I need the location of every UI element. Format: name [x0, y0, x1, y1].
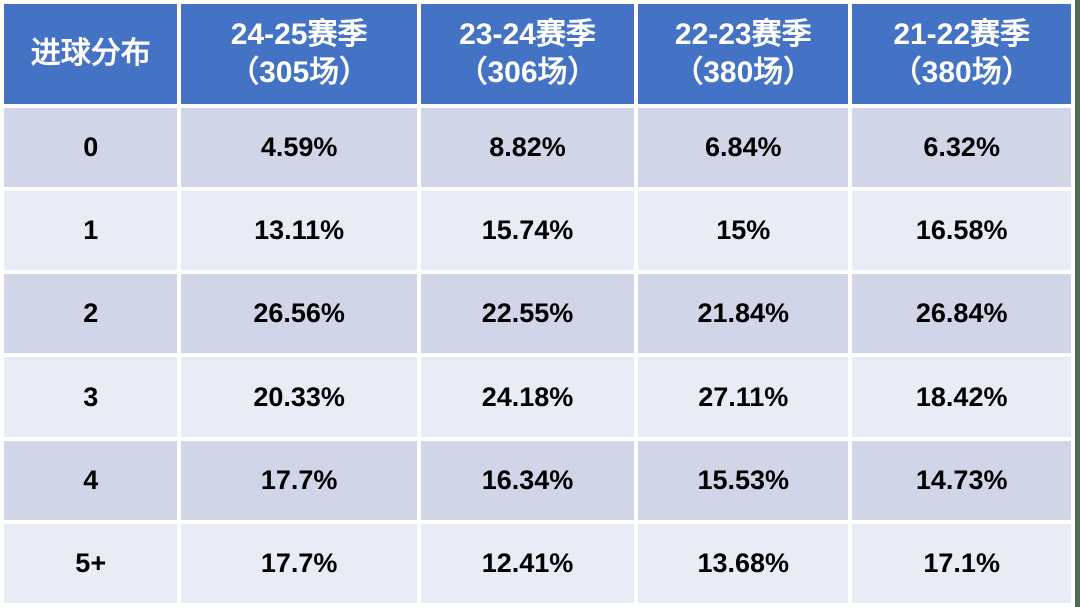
table-row-4-goals: 4 17.7% 16.34% 15.53% 14.73%	[4, 440, 1071, 520]
row-label: 5+	[4, 523, 178, 603]
table-cell: 15%	[638, 191, 849, 271]
table-cell: 22.55%	[420, 274, 635, 354]
column-header-goal-distribution: 进球分布	[4, 4, 178, 104]
header-line-1: 24-25赛季	[230, 17, 368, 51]
table-cell: 17.7%	[181, 523, 417, 603]
table-cell: 20.33%	[181, 357, 417, 437]
header-line-1: 23-24赛季	[459, 17, 596, 51]
table-cell: 15.74%	[420, 191, 635, 271]
table-row-3-goals: 3 20.33% 24.18% 27.11% 18.42%	[4, 357, 1071, 437]
table-cell: 14.73%	[852, 440, 1071, 520]
row-label: 2	[4, 274, 178, 354]
table-cell: 27.11%	[638, 357, 849, 437]
table-cell: 12.41%	[420, 523, 635, 603]
table-cell: 26.56%	[181, 274, 417, 354]
table-cell: 16.34%	[420, 440, 635, 520]
table-cell: 26.84%	[852, 274, 1071, 354]
table-cell: 6.84%	[638, 108, 849, 188]
table-row-5plus-goals: 5+ 17.7% 12.41% 13.68% 17.1%	[4, 523, 1071, 603]
row-label: 1	[4, 191, 178, 271]
table-cell: 4.59%	[181, 108, 417, 188]
table-row-2-goals: 2 26.56% 22.55% 21.84% 26.84%	[4, 274, 1071, 354]
header-line-2: （306场）	[457, 56, 598, 89]
row-label: 3	[4, 357, 178, 437]
table-cell: 16.58%	[852, 191, 1071, 271]
column-header-season-22-23: 22-23赛季 （380场）	[638, 4, 849, 104]
table-cell: 17.1%	[852, 523, 1071, 603]
header-line-1: 21-22赛季	[893, 17, 1031, 51]
table-cell: 15.53%	[638, 440, 849, 520]
column-header-season-23-24: 23-24赛季 （306场）	[420, 4, 635, 104]
header-line-1: 进球分布	[30, 36, 151, 70]
table-cell: 13.68%	[638, 523, 849, 603]
table-row-0-goals: 0 4.59% 8.82% 6.84% 6.32%	[4, 108, 1071, 188]
right-edge-strip	[1075, 0, 1080, 607]
table-cell: 6.32%	[852, 108, 1071, 188]
row-label: 0	[4, 108, 178, 188]
header-line-1: 22-23赛季	[674, 17, 812, 51]
column-header-season-24-25: 24-25赛季 （305场）	[181, 4, 417, 104]
column-header-season-21-22: 21-22赛季 （380场）	[852, 4, 1071, 104]
table-row-1-goal: 1 13.11% 15.74% 15% 16.58%	[4, 191, 1071, 271]
table-cell: 21.84%	[638, 274, 849, 354]
header-line-2: （380场）	[891, 56, 1032, 89]
header-line-2: （305场）	[229, 56, 370, 89]
table-cell: 13.11%	[181, 191, 417, 271]
header-line-2: （380场）	[673, 56, 814, 89]
table-cell: 24.18%	[420, 357, 635, 437]
header-row: 进球分布 24-25赛季 （305场） 23-24赛季 （306场） 22-23…	[4, 4, 1071, 104]
table-cell: 8.82%	[420, 108, 635, 188]
table-cell: 17.7%	[181, 440, 417, 520]
row-label: 4	[4, 440, 178, 520]
table-cell: 18.42%	[852, 357, 1071, 437]
